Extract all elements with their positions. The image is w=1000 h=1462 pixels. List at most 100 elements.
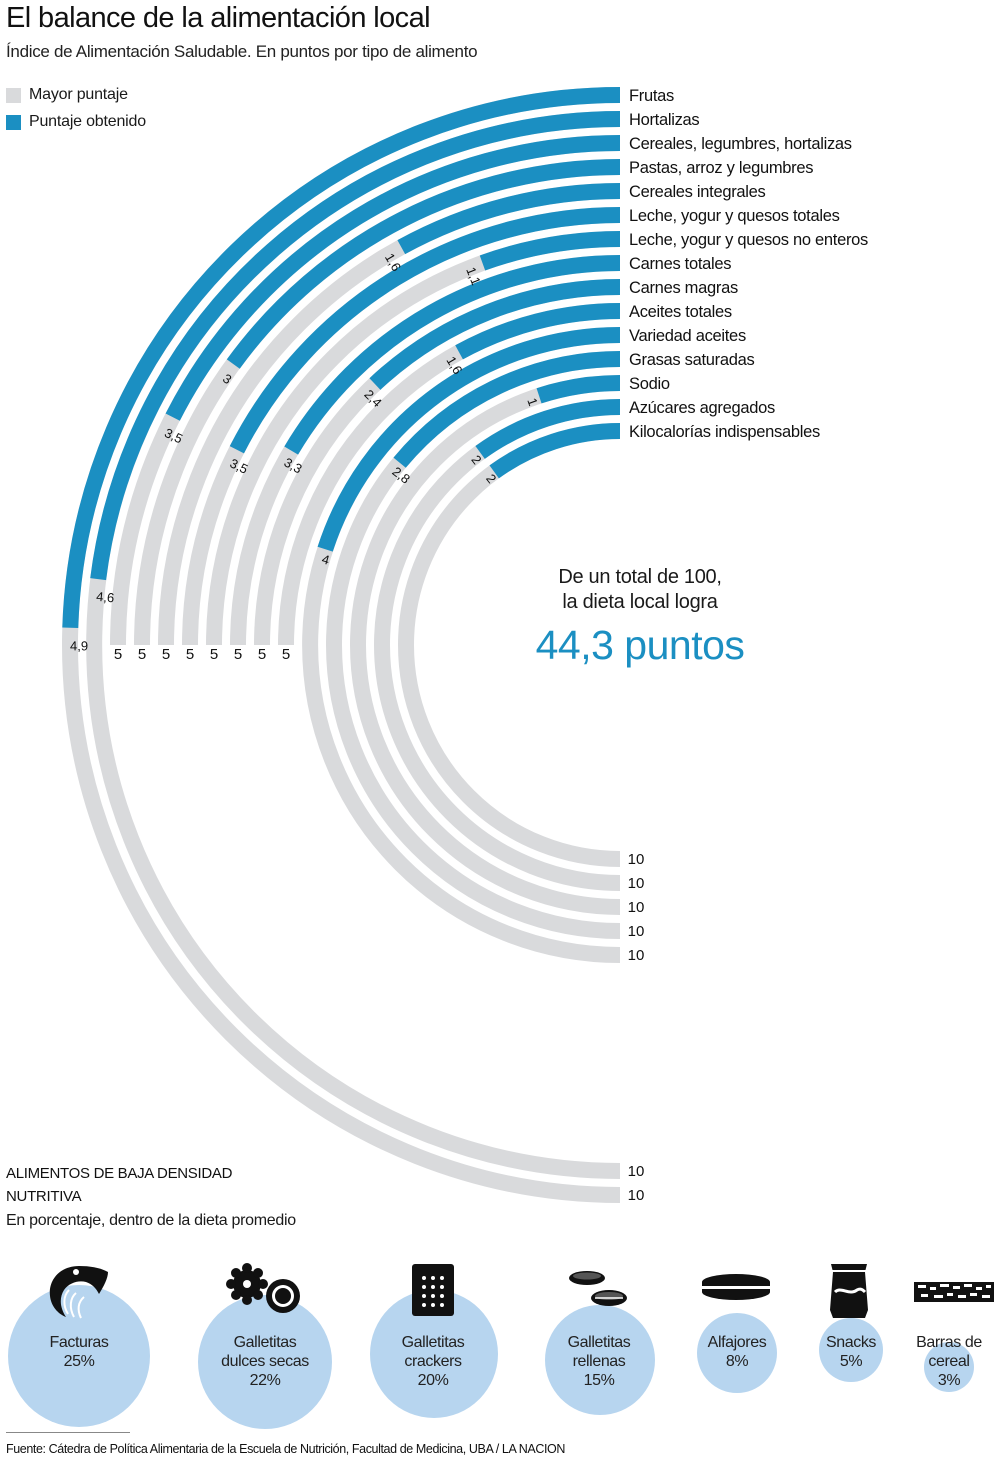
bar-obtained-pastas-arroz-y-legumbres [226,159,621,369]
bubble-value: 22% [249,1372,281,1389]
total-caption: De un total de 100, la dieta local logra [520,565,760,615]
obtained-value-label-frutas: 4,9 [70,638,88,653]
bubble-name-2: rellenas [572,1353,626,1370]
bar-obtained-hortalizas [90,111,621,581]
bubble-name: Snacks [825,1334,877,1351]
bubble-name: Galletitas [233,1334,297,1351]
legend-swatch-max [6,87,21,103]
croissant-icon [49,1266,108,1319]
legend-item-max: Mayor puntaje [6,85,128,105]
bubble-label-snacks: Snacks 5% [801,1333,901,1371]
low-density-title: ALIMENTOS DE BAJA DENSIDAD NUTRITIVA [6,1162,306,1208]
max-value-label-frutas: 10 [628,1187,645,1204]
radial-bar-chart: Frutas 4,9 10 Hortalizas 4,6 10 Cereales, legu… [62,87,868,1204]
bar-obtained-leche-yogur-y-quesos-no-enteros [479,231,621,271]
bubble-name: Facturas [49,1334,109,1351]
legend-label-max: Mayor puntaje [29,86,128,103]
bubble-name: Galletitas [567,1334,631,1351]
obtained-value-label-variedad-aceites: 4 [320,551,331,567]
category-label-sodio: Sodio [629,375,670,393]
bar-obtained-sodio [536,375,621,404]
max-value-label-variedad-aceites: 10 [628,947,645,964]
max-value-label-azucares-agregados: 10 [628,875,645,892]
max-value-label-leche-yogur-y-quesos-totales: 5 [186,646,194,663]
bubble-snacks [819,1318,883,1382]
bubble-name: Barras de [916,1334,982,1351]
category-label-frutas: Frutas [629,87,674,105]
bar-obtained-leche-yogur-y-quesos-totales [229,207,621,454]
bar-obtained-frutas [62,87,621,628]
category-label-grasas-saturadas: Grasas saturadas [629,351,754,369]
max-value-label-leche-yogur-y-quesos-no-enteros: 5 [210,646,218,663]
bubble-rellenas [545,1305,655,1415]
bar-obtained-grasas-saturadas [393,351,621,468]
category-label-cereales-integrales: Cereales integrales [629,183,766,201]
max-value-label-hortalizas: 10 [628,1163,645,1180]
max-value-label-sodio: 10 [628,899,645,916]
bar-obtained-azucares-agregados [475,399,621,459]
page-subtitle: Índice de Alimentación Saludable. En pun… [6,42,478,61]
bubble-value: 5% [839,1353,863,1370]
bar-obtained-carnes-totales [284,255,621,455]
obtained-value-label-sodio: 1 [524,396,541,408]
max-value-label-aceites-totales: 5 [282,646,290,663]
bubble-name: Galletitas [401,1334,465,1351]
max-value-label-kilocalorias-indispensables: 10 [628,851,645,868]
obtained-value-label-cereales-legumbres-hortalizas: 3,5 [162,425,185,446]
cookies-icon [226,1263,300,1313]
bubble-value: 15% [583,1372,615,1389]
bubble-label-barras: Barras de cereal 3% [900,1333,998,1390]
category-label-cereales-legumbres-hortalizas: Cereales, legumbres, hortalizas [629,135,852,153]
bubble-name: Alfajores [707,1334,767,1351]
bar-obtained-variedad-aceites [317,327,621,552]
snack-bag-icon [830,1264,868,1318]
max-value-label-carnes-magras: 5 [258,646,266,663]
bubble-value: 25% [63,1353,95,1370]
category-label-azucares-agregados: Azúcares agregados [629,399,775,417]
bubble-value: 3% [937,1372,961,1389]
obtained-value-label-leche-yogur-y-quesos-totales: 3,5 [228,456,251,477]
page-title: El balance de la alimentación local [6,2,431,34]
category-label-hortalizas: Hortalizas [629,111,699,129]
obtained-value-label-leche-yogur-y-quesos-no-enteros: 1,1 [463,265,484,287]
category-label-carnes-magras: Carnes magras [629,279,738,297]
bubble-name-2: dulces secas [221,1353,309,1370]
category-label-pastas-arroz-y-legumbres: Pastas, arroz y legumbres [629,159,813,177]
max-value-label-cereales-integrales: 5 [162,646,170,663]
footer-rule [6,1432,130,1433]
bubble-label-rellenas: Galletitas rellenas 15% [530,1333,668,1390]
bubble-value: 8% [725,1353,749,1370]
bubble-galletitas-dulces [198,1295,332,1429]
category-label-leche-yogur-y-quesos-totales: Leche, yogur y quesos totales [629,207,840,225]
sandwich-cookies-icon [569,1271,627,1306]
bar-obtained-cereales-integrales [397,183,621,255]
alfajor-icon [702,1274,770,1300]
low-density-title-line1: ALIMENTOS DE BAJA DENSIDAD [6,1165,233,1182]
max-value-label-grasas-saturadas: 10 [628,923,645,940]
bar-obtained-carnes-magras [369,279,621,390]
total-caption-line1: De un total de 100, [558,566,722,588]
bubble-value: 20% [417,1372,449,1389]
category-label-carnes-totales: Carnes totales [629,255,731,273]
bar-max-sodio [350,375,621,915]
bar-obtained-aceites-totales [455,303,621,360]
bubble-label-alfajores: Alfajores 8% [687,1333,787,1371]
chart-arcs [62,87,621,1203]
legend-item-obtained: Puntaje obtenido [6,112,146,132]
bubble-alfajores [697,1313,777,1393]
bar-obtained-kilocalorias-indispensables [489,423,621,479]
category-label-variedad-aceites: Variedad aceites [629,327,746,345]
total-value: 44,3 puntos [535,622,745,668]
bubble-name-2: cereal [928,1353,970,1370]
bubble-name-2: crackers [404,1353,462,1370]
chart-labels: Frutas 4,9 10 Hortalizas 4,6 10 Cereales, legu… [70,87,868,1204]
category-label-kilocalorias-indispensables: Kilocalorías indispensables [629,423,820,441]
bar-obtained-cereales-legumbres-hortalizas [165,135,621,421]
legend-label-obtained: Puntaje obtenido [29,113,146,130]
cereal-bar-icon [914,1282,994,1302]
max-value-label-cereales-legumbres-hortalizas: 5 [114,646,122,663]
bubble-barras [924,1342,974,1392]
category-label-leche-yogur-y-quesos-no-enteros: Leche, yogur y quesos no enteros [629,231,868,249]
cracker-icon [412,1264,454,1316]
